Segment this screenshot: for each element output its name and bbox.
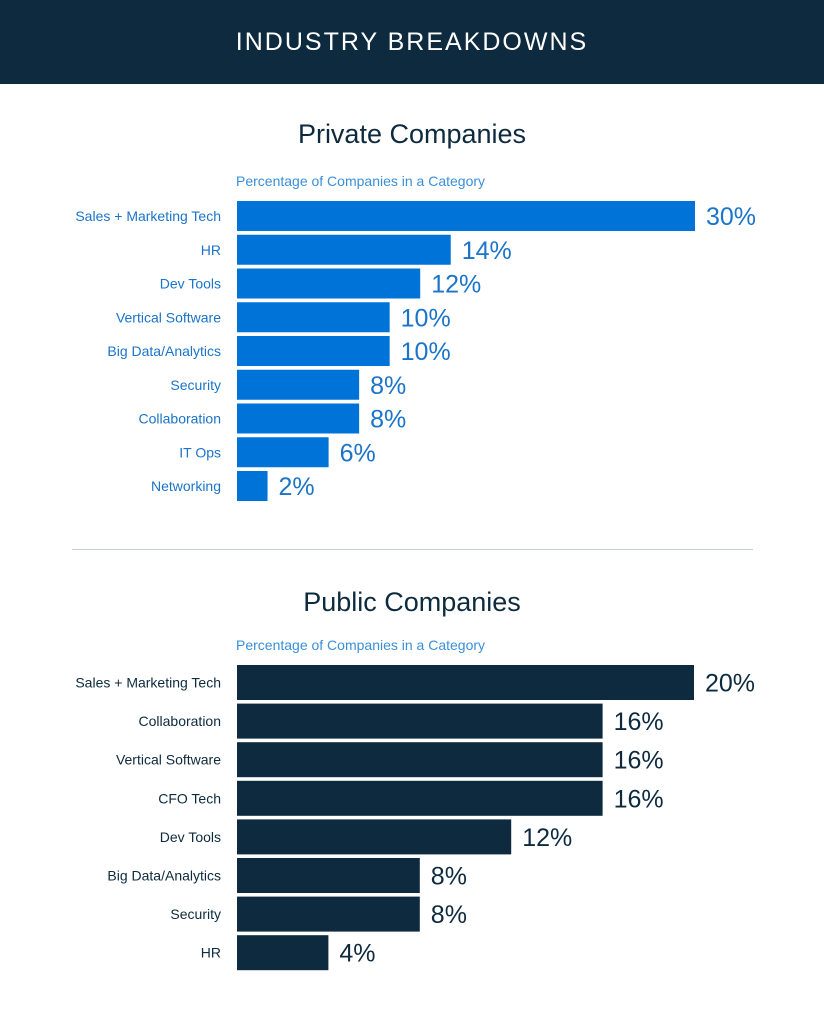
value-label: 12% bbox=[431, 271, 481, 299]
public-chart-title: Public Companies bbox=[303, 587, 521, 617]
private-chart-title: Private Companies bbox=[297, 119, 527, 149]
category-label: Sales + Marketing Tech bbox=[75, 675, 221, 691]
bar bbox=[237, 858, 420, 893]
bar bbox=[237, 896, 420, 932]
bar bbox=[237, 302, 390, 333]
value-label: 12% bbox=[522, 824, 572, 852]
category-label: Collaboration bbox=[139, 713, 222, 729]
public-chart-subtitle: Percentage of Companies in a Category bbox=[236, 637, 486, 653]
private-companies-bar-chart: Sales + Marketing Tech 30% HR 14% Dev Tools 1… bbox=[75, 201, 756, 501]
category-label: Big Data/Analytics bbox=[107, 868, 221, 884]
value-label: 30% bbox=[706, 203, 756, 231]
category-label: Collaboration bbox=[139, 411, 222, 427]
bar bbox=[237, 780, 603, 816]
bar bbox=[237, 935, 329, 971]
bar bbox=[237, 201, 695, 231]
value-label: 2% bbox=[279, 473, 315, 501]
public-companies-bar-chart: Sales + Marketing Tech 20% Collaboration 16… bbox=[75, 665, 755, 971]
value-label: 10% bbox=[401, 338, 451, 366]
value-label: 8% bbox=[431, 863, 467, 891]
bar bbox=[237, 336, 390, 366]
category-label: Sales + Marketing Tech bbox=[75, 208, 221, 224]
bar bbox=[237, 268, 421, 299]
value-label: 10% bbox=[401, 304, 451, 332]
value-label: 20% bbox=[705, 670, 755, 698]
category-label: Dev Tools bbox=[160, 276, 221, 292]
bar bbox=[237, 234, 451, 265]
value-label: 8% bbox=[370, 372, 406, 400]
value-label: 16% bbox=[614, 747, 664, 775]
bar bbox=[237, 369, 360, 400]
category-label: Vertical Software bbox=[116, 309, 221, 325]
bar bbox=[237, 665, 694, 700]
category-label: Security bbox=[170, 377, 221, 393]
category-label: CFO Tech bbox=[158, 790, 221, 806]
category-label: Big Data/Analytics bbox=[107, 343, 221, 359]
value-label: 6% bbox=[340, 439, 376, 467]
bar bbox=[237, 403, 360, 434]
value-label: 4% bbox=[339, 940, 375, 968]
bar bbox=[237, 437, 329, 468]
bar bbox=[237, 703, 603, 739]
category-label: Vertical Software bbox=[116, 752, 221, 768]
section-divider bbox=[72, 549, 753, 550]
value-label: 8% bbox=[370, 406, 406, 434]
category-label: Networking bbox=[151, 478, 221, 494]
value-label: 14% bbox=[462, 237, 512, 265]
private-chart-subtitle: Percentage of Companies in a Category bbox=[236, 173, 486, 189]
bar bbox=[237, 819, 512, 855]
bar bbox=[237, 471, 268, 501]
value-label: 8% bbox=[431, 901, 467, 929]
category-label: HR bbox=[201, 242, 221, 258]
value-label: 16% bbox=[614, 785, 664, 813]
page-title: INDUSTRY BREAKDOWNS bbox=[235, 27, 589, 56]
category-label: HR bbox=[201, 945, 221, 961]
value-label: 16% bbox=[614, 708, 664, 736]
category-label: Security bbox=[170, 906, 221, 922]
bar bbox=[237, 742, 603, 778]
category-label: Dev Tools bbox=[160, 829, 221, 845]
category-label: IT Ops bbox=[179, 444, 221, 460]
header-banner: INDUSTRY BREAKDOWNS bbox=[0, 0, 824, 84]
